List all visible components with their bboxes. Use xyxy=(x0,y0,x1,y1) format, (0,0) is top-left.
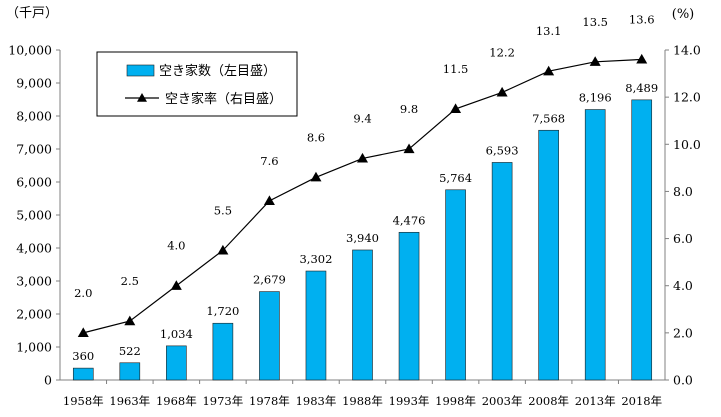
rate-value-label: 9.4 xyxy=(353,111,371,125)
bar-value-label: 1,720 xyxy=(206,304,239,318)
left-tick-label: 10,000 xyxy=(8,43,52,58)
x-category-label: 1978年 xyxy=(249,394,290,408)
rate-marker xyxy=(496,86,508,97)
rate-marker xyxy=(589,56,601,66)
bar-value-label: 5,764 xyxy=(439,171,472,185)
x-category-label: 1963年 xyxy=(109,394,150,408)
bar-value-label: 7,568 xyxy=(532,111,565,125)
bar-value-label: 1,034 xyxy=(160,327,193,341)
left-tick-label: 8,000 xyxy=(16,109,52,124)
bar xyxy=(538,129,559,381)
bar xyxy=(398,231,420,381)
bar-value-label: 522 xyxy=(119,344,141,358)
rate-marker xyxy=(403,143,415,154)
legend-line-marker xyxy=(137,93,147,102)
left-tick-label: 1,000 xyxy=(16,340,52,355)
bar-value-label: 360 xyxy=(72,349,94,363)
legend-bar-swatch xyxy=(126,64,155,77)
left-tick-label: 3,000 xyxy=(16,274,52,289)
bar xyxy=(72,367,94,381)
bar-value-label: 8,489 xyxy=(625,81,658,95)
left-tick-label: 9,000 xyxy=(16,76,52,91)
bar xyxy=(212,322,234,381)
x-category-label: 2003年 xyxy=(482,394,523,408)
bar xyxy=(491,162,513,381)
x-category-label: 1993年 xyxy=(389,394,430,408)
rate-value-label: 9.8 xyxy=(400,102,418,116)
left-axis-unit: （千戸） xyxy=(6,6,58,21)
x-category-label: 2013年 xyxy=(575,394,616,408)
rate-marker xyxy=(217,244,229,255)
rate-marker xyxy=(450,103,462,114)
bar xyxy=(119,362,141,381)
left-tick-label: 4,000 xyxy=(16,241,52,256)
bar-value-label: 3,302 xyxy=(299,252,332,266)
x-category-label: 2008年 xyxy=(528,394,569,408)
rate-marker xyxy=(636,53,648,64)
left-tick-label: 6,000 xyxy=(16,175,52,190)
rate-value-label: 13.5 xyxy=(582,15,608,29)
bar xyxy=(445,189,466,381)
bar xyxy=(166,345,187,381)
right-tick-label: 8.0 xyxy=(673,184,693,199)
bar xyxy=(305,270,327,381)
bar xyxy=(584,109,606,381)
bar-value-label: 6,593 xyxy=(486,143,519,157)
x-category-label: 1958年 xyxy=(63,394,104,408)
x-category-label: 1973年 xyxy=(202,394,243,408)
rate-value-label: 5.5 xyxy=(214,203,232,217)
rate-marker xyxy=(263,195,275,205)
x-category-label: 1983年 xyxy=(296,394,337,408)
rate-value-label: 2.0 xyxy=(74,286,92,300)
rate-value-label: 11.5 xyxy=(443,62,469,76)
x-category-label: 1998年 xyxy=(435,394,476,408)
legend-line-label: 空き家率（右目盛） xyxy=(165,91,282,107)
left-tick-label: 5,000 xyxy=(16,208,52,223)
legend-box xyxy=(96,51,298,117)
left-tick-label: 7,000 xyxy=(16,142,52,157)
rate-marker xyxy=(170,280,182,290)
rate-value-label: 13.1 xyxy=(536,24,562,38)
bar xyxy=(259,291,280,381)
rate-marker xyxy=(543,65,555,76)
x-category-label: 2018年 xyxy=(621,394,662,408)
rate-value-label: 8.6 xyxy=(307,130,325,144)
x-category-label: 1968年 xyxy=(156,394,197,408)
left-tick-label: 2,000 xyxy=(16,307,52,322)
right-axis-unit: (%) xyxy=(672,7,695,22)
bar xyxy=(352,249,373,381)
legend-bar-label: 空き家数（左目盛） xyxy=(159,63,276,79)
rate-marker xyxy=(357,152,368,163)
rate-marker xyxy=(77,327,89,337)
rate-value-label: 13.6 xyxy=(629,12,655,26)
bar-value-label: 4,476 xyxy=(393,213,426,227)
right-tick-label: 14.0 xyxy=(673,43,701,58)
rate-value-label: 4.0 xyxy=(167,239,185,253)
x-category-label: 1988年 xyxy=(342,394,383,408)
rate-value-label: 7.6 xyxy=(260,154,278,168)
bar xyxy=(631,99,653,381)
rate-value-label: 2.5 xyxy=(121,274,139,288)
right-tick-label: 2.0 xyxy=(673,325,693,340)
right-tick-label: 12.0 xyxy=(673,90,701,105)
left-tick-label: 0 xyxy=(44,373,52,388)
bar-value-label: 2,679 xyxy=(253,273,286,287)
bar-value-label: 8,196 xyxy=(579,91,612,105)
right-tick-label: 6.0 xyxy=(673,231,693,246)
rate-marker xyxy=(124,315,136,326)
rate-value-label: 12.2 xyxy=(489,45,515,59)
bar-value-label: 3,940 xyxy=(346,231,379,245)
rate-marker xyxy=(310,171,322,182)
right-tick-label: 0.0 xyxy=(673,373,693,388)
right-tick-label: 4.0 xyxy=(673,278,693,293)
right-tick-label: 10.0 xyxy=(673,137,701,152)
